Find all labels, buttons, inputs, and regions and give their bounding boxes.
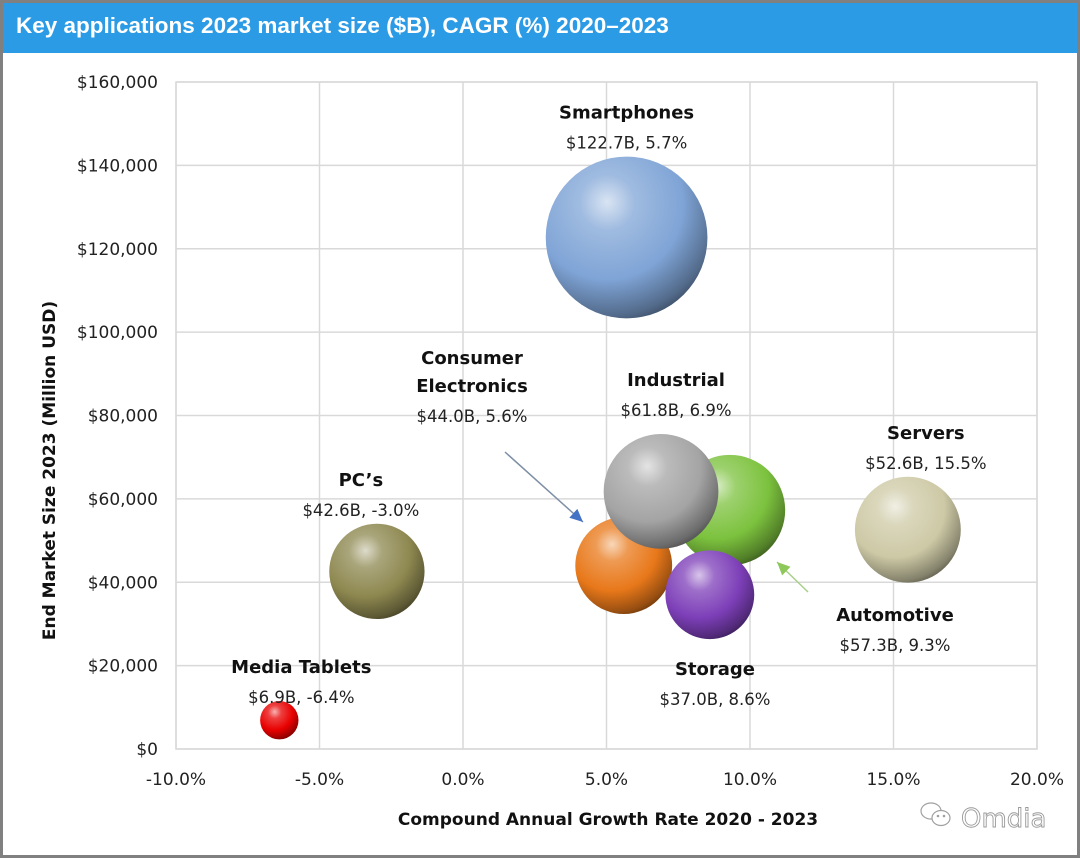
y-tick-label: $0 <box>136 740 158 760</box>
consumer-electronics-arrow <box>504 451 584 523</box>
y-tick-label: $120,000 <box>77 240 158 260</box>
bubble-storage <box>665 550 755 640</box>
x-axis-title: Compound Annual Growth Rate 2020 - 2023 <box>398 810 818 830</box>
bubble-name-label: Servers <box>887 423 965 444</box>
x-tick-label: -10.0% <box>146 770 206 790</box>
bubble-name-label: Smartphones <box>559 103 694 124</box>
bubble-media-tablets <box>260 701 299 740</box>
x-tick-label: 15.0% <box>866 770 920 790</box>
data-labels: Smartphones $122.7B, 5.7% Automotive $57.3B… <box>231 103 986 709</box>
bubble-name-label: Media Tablets <box>231 657 371 678</box>
bubble-servers <box>854 476 961 583</box>
x-tick-label: 0.0% <box>441 770 484 790</box>
chart-title: Key applications 2023 market size ($B), … <box>16 13 669 38</box>
bubble-name-label: Electronics <box>416 376 528 397</box>
x-tick-label: 10.0% <box>723 770 777 790</box>
wechat-icon <box>920 802 951 827</box>
bubble-value-label: $37.0B, 8.6% <box>660 690 771 709</box>
bubble-value-label: $6.9B, -6.4% <box>248 688 354 707</box>
bubble-name-label: Automotive <box>836 605 954 626</box>
bubble-value-label: $122.7B, 5.7% <box>566 134 687 153</box>
bubble-value-label: $61.8B, 6.9% <box>621 401 732 420</box>
y-tick-label: $100,000 <box>77 323 158 343</box>
bubble-name-label: Storage <box>675 659 755 680</box>
y-tick-label: $40,000 <box>88 573 158 593</box>
bubble-smartphones <box>545 156 708 319</box>
bubble-name-label: Industrial <box>627 370 725 391</box>
y-tick-label: $60,000 <box>88 490 158 510</box>
y-tick-label: $20,000 <box>88 657 158 677</box>
y-axis-title: End Market Size 2023 (Million USD) <box>40 301 60 640</box>
bubble-name-label: Consumer <box>421 348 523 369</box>
chart-frame: Key applications 2023 market size ($B), … <box>3 3 1077 855</box>
bubble-pc-s <box>329 523 425 620</box>
watermark: Omdia <box>920 802 1047 834</box>
automotive-arrow <box>776 561 809 593</box>
y-tick-label: $140,000 <box>77 156 158 176</box>
x-tick-label: 20.0% <box>1010 770 1064 790</box>
bubble-value-label: $57.3B, 9.3% <box>840 636 951 655</box>
bubble-industrial <box>603 433 719 549</box>
annotation-arrows <box>504 451 809 593</box>
bubbles <box>260 156 961 740</box>
title-bar: Key applications 2023 market size ($B), … <box>3 3 1077 53</box>
bubble-value-label: $42.6B, -3.0% <box>302 501 419 520</box>
y-tick-label: $160,000 <box>77 73 158 93</box>
bubble-name-label: PC’s <box>339 470 384 491</box>
axis-ticks: $0 $20,000 $40,000 $60,000 $80,000 $100,000 $1… <box>77 73 1064 790</box>
x-tick-label: -5.0% <box>295 770 344 790</box>
watermark-text: Omdia <box>961 804 1046 834</box>
bubble-value-label: $52.6B, 15.5% <box>865 454 986 473</box>
x-tick-label: 5.0% <box>585 770 628 790</box>
y-tick-label: $80,000 <box>88 407 158 427</box>
bubble-value-label: $44.0B, 5.6% <box>417 407 528 426</box>
bubble-chart: $0 $20,000 $40,000 $60,000 $80,000 $100,000 $1… <box>40 73 1064 834</box>
